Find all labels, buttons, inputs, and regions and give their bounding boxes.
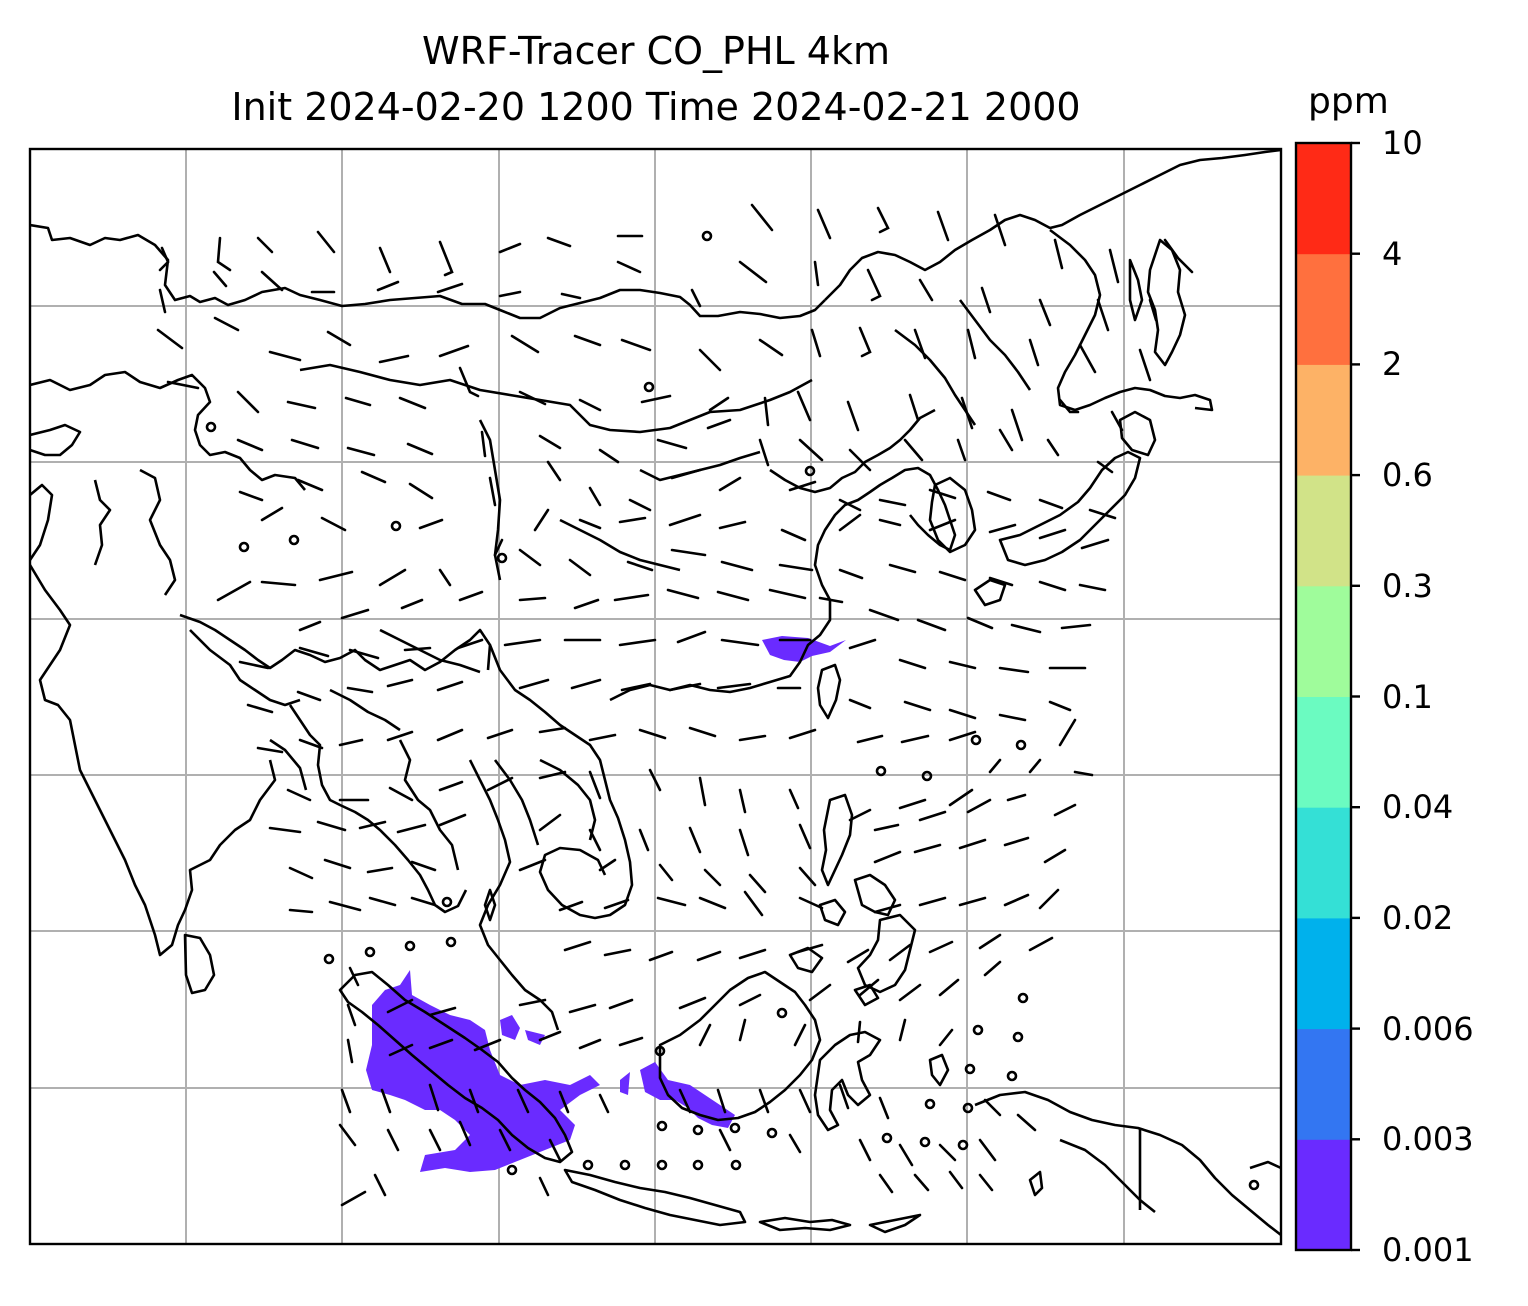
wind-barbs	[156, 203, 1194, 1207]
colorbar-ticks	[1351, 141, 1360, 1252]
figure-title-line-1: WRF-Tracer CO_PHL 4km	[422, 29, 890, 73]
colorbar-unit-label: ppm	[1308, 81, 1389, 122]
calm-wind-circles	[205, 230, 1260, 1191]
colorbar-segment	[1296, 475, 1351, 587]
colorbar-segment	[1296, 364, 1351, 476]
colorbar-tick-label: 0.02	[1382, 898, 1454, 937]
colorbar-segment	[1296, 917, 1351, 1030]
coastlines-borders	[30, 149, 1281, 1237]
colorbar-tick-label: 0.04	[1382, 788, 1454, 827]
colorbar-segment	[1296, 143, 1351, 255]
colorbar-tick-label: 0.6	[1382, 456, 1433, 495]
map-frame	[28, 147, 1283, 1246]
colorbar-segment	[1296, 696, 1351, 808]
colorbar-segment	[1296, 1139, 1351, 1251]
colorbar-segment	[1296, 585, 1351, 697]
colorbar-segments	[1296, 143, 1351, 1251]
tracer-co-shading	[366, 636, 846, 1172]
figure-title-line-2: Init 2024-02-20 1200 Time 2024-02-21 200…	[231, 85, 1081, 129]
colorbar-segment	[1296, 1028, 1351, 1140]
colorbar-tick-label: 10	[1382, 124, 1423, 162]
colorbar-tick-label: 4	[1382, 234, 1403, 273]
colorbar-tick-label: 2	[1382, 345, 1403, 384]
colorbar-tick-label: 0.001	[1382, 1231, 1474, 1269]
colorbar-segment	[1296, 253, 1351, 365]
colorbar-tick-label: 0.006	[1382, 1009, 1474, 1048]
colorbar-tick-label: 0.1	[1382, 677, 1433, 716]
colorbar-segment	[1296, 807, 1351, 919]
colorbar-tick-label: 0.003	[1382, 1120, 1474, 1159]
colorbar-tick-label: 0.3	[1382, 566, 1433, 605]
